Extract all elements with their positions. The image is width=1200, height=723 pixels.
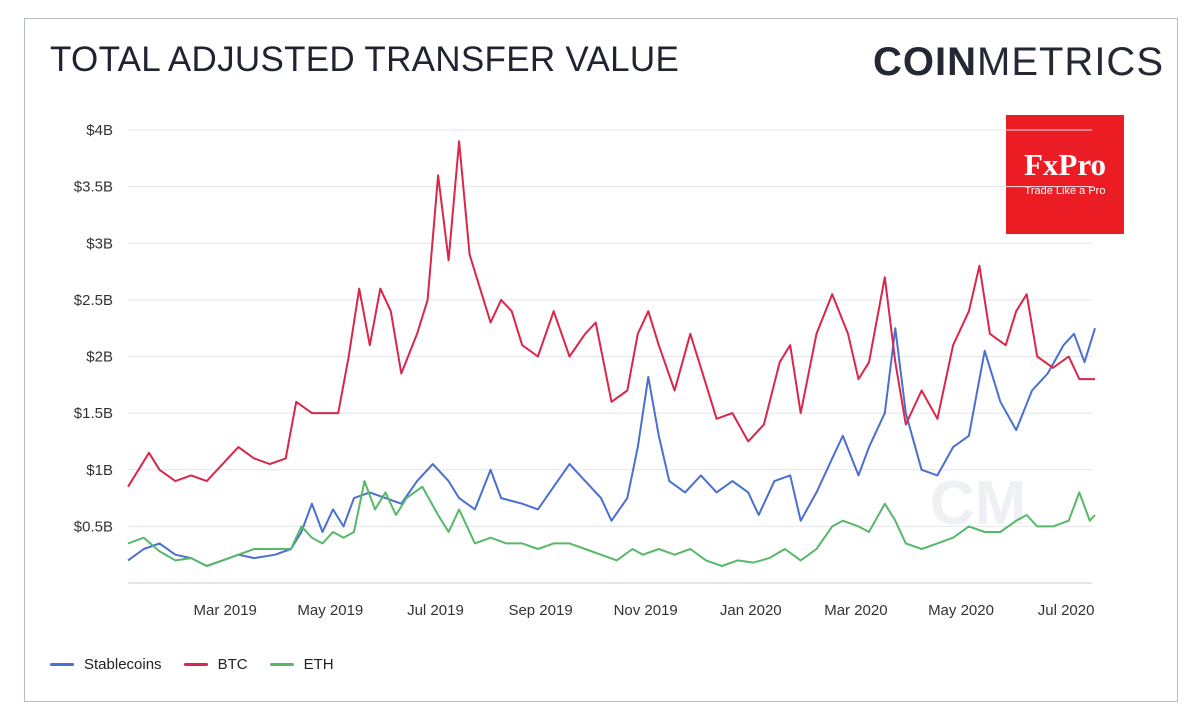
x-tick-label: Jul 2019: [407, 602, 464, 619]
legend-label: Stablecoins: [84, 656, 162, 673]
fxpro-name: FxPro: [1023, 147, 1107, 182]
legend-swatch: [50, 663, 74, 666]
fxpro-badge[interactable]: FxPro Trade Like a Pro: [1006, 115, 1124, 234]
x-tick-label: Jul 2020: [1038, 602, 1095, 619]
x-tick-label: Mar 2020: [824, 602, 887, 619]
y-tick-label: $4B: [86, 122, 113, 139]
x-tick-label: Sep 2019: [508, 602, 572, 619]
series-line-stablecoins: [127, 327, 1096, 567]
fxpro-tagline: Trade Like a Pro: [1024, 185, 1106, 197]
legend-swatch: [183, 663, 208, 666]
y-tick-label: $3B: [86, 235, 113, 252]
x-tick-label: May 2019: [297, 602, 363, 619]
y-tick-label: $1.5B: [74, 405, 113, 422]
legend-item-btc[interactable]: BTC: [183, 656, 248, 673]
x-tick-label: Jan 2020: [720, 602, 782, 619]
legend-item-eth[interactable]: ETH: [269, 656, 334, 673]
legend-label: ETH: [303, 656, 334, 673]
legend-item-stablecoins[interactable]: Stablecoins: [50, 656, 162, 673]
series-line-btc: [127, 140, 1095, 488]
series-line-eth: [127, 480, 1096, 567]
logo-bold-text: COIN: [873, 40, 977, 84]
y-tick-label: $2.5B: [74, 292, 113, 309]
coinmetrics-logo: COINMETRICS: [873, 40, 1164, 85]
legend-swatch: [269, 663, 294, 666]
y-tick-label: $2B: [86, 349, 113, 366]
x-tick-label: Nov 2019: [614, 602, 678, 619]
chart-frame: [24, 18, 1178, 702]
legend-label: BTC: [217, 656, 248, 673]
page-title: TOTAL ADJUSTED TRANSFER VALUE: [50, 40, 680, 79]
y-tick-label: $1B: [86, 462, 113, 479]
y-tick-label: $3.5B: [74, 179, 113, 196]
chart-legend: Stablecoins BTC ETH: [50, 656, 334, 673]
x-tick-label: Mar 2019: [194, 602, 257, 619]
x-tick-label: May 2020: [928, 602, 994, 619]
y-tick-label: $0.5B: [74, 518, 113, 535]
logo-light-text: METRICS: [977, 40, 1164, 84]
